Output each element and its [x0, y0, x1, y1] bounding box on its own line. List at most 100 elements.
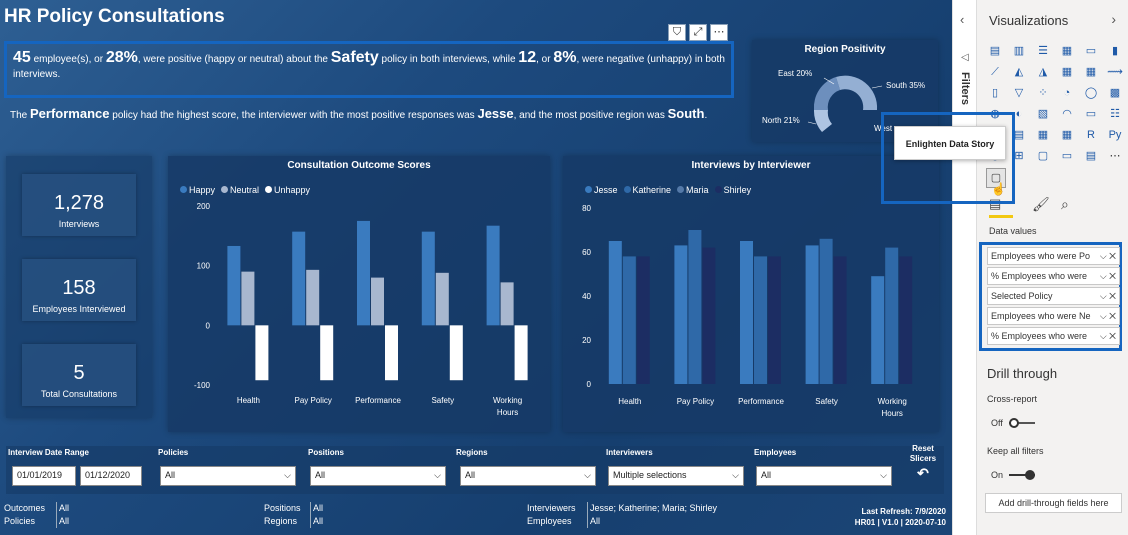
- positions-dropdown[interactable]: All ⌵: [310, 466, 446, 486]
- stacked-area-icon[interactable]: ◮: [1038, 66, 1048, 78]
- bar-neutral[interactable]: [371, 277, 384, 326]
- decomposition-icon[interactable]: ⊞: [1014, 150, 1024, 162]
- bar-unhappy[interactable]: [514, 325, 528, 381]
- date-from-input[interactable]: 01/01/2019: [12, 466, 76, 486]
- bar-katherine[interactable]: [754, 256, 767, 384]
- waterfall-icon[interactable]: ▯: [991, 87, 999, 99]
- multirow-card-icon[interactable]: ☷: [1110, 108, 1120, 120]
- employees-dropdown[interactable]: All ⌵: [756, 466, 892, 486]
- data-story-text[interactable]: 45 employee(s), or 28%, were positive (h…: [4, 41, 734, 98]
- donut-icon[interactable]: ◯: [1084, 87, 1098, 99]
- bar-neutral[interactable]: [435, 272, 449, 326]
- clustered-bar-icon[interactable]: ☰: [1038, 45, 1048, 57]
- region-positivity-chart[interactable]: Region Positivity East 20% South 35% Nor…: [752, 40, 938, 142]
- bar-happy[interactable]: [486, 225, 500, 326]
- line-icon[interactable]: ⟋: [991, 66, 999, 78]
- python-visual-icon[interactable]: Py: [1108, 129, 1122, 141]
- table-icon[interactable]: ▦: [1037, 129, 1049, 141]
- bar-happy[interactable]: [357, 220, 370, 326]
- legend-item-katherine[interactable]: Katherine: [623, 185, 671, 195]
- legend-item-neutral[interactable]: Neutral: [221, 185, 259, 195]
- scatter-icon[interactable]: ⁘: [1038, 87, 1048, 99]
- area-icon[interactable]: ◭: [1014, 66, 1024, 78]
- remove-field-icon[interactable]: ⌵ ✕: [1097, 311, 1116, 322]
- line-column-icon[interactable]: ▦: [1061, 66, 1073, 78]
- treemap-icon[interactable]: ▩: [1109, 87, 1121, 99]
- field-employees-positive[interactable]: Employees who were Po ⌵ ✕: [987, 247, 1120, 265]
- bar-jesse[interactable]: [608, 241, 622, 384]
- bar-katherine[interactable]: [819, 238, 833, 384]
- regions-dropdown[interactable]: All ⌵: [460, 466, 596, 486]
- bar-katherine[interactable]: [885, 247, 899, 384]
- bar-shirley[interactable]: [636, 256, 650, 384]
- legend-item-unhappy[interactable]: Unhappy: [265, 185, 310, 195]
- bar-jesse[interactable]: [674, 245, 688, 384]
- field-selected-policy[interactable]: Selected Policy ⌵ ✕: [987, 287, 1120, 305]
- more-options-icon[interactable]: ⋯: [710, 24, 728, 41]
- filled-map-icon[interactable]: ◐: [1015, 108, 1023, 120]
- clustered-column-icon[interactable]: ▦: [1061, 45, 1073, 57]
- custom-visual-icon[interactable]: ▢: [986, 168, 1006, 188]
- bar-unhappy[interactable]: [449, 325, 463, 381]
- card-icon[interactable]: ▭: [1085, 108, 1097, 120]
- ribbon-icon[interactable]: ⟿: [1107, 66, 1123, 78]
- bar-happy[interactable]: [292, 231, 306, 326]
- date-to-input[interactable]: 01/12/2020: [80, 466, 142, 486]
- bar-jesse[interactable]: [871, 276, 885, 384]
- add-drill-through-well[interactable]: Add drill-through fields here: [985, 493, 1122, 513]
- remove-field-icon[interactable]: ⌵ ✕: [1097, 271, 1116, 282]
- bar-unhappy[interactable]: [385, 325, 398, 381]
- donut-slice-south[interactable]: [836, 75, 878, 110]
- more-icon[interactable]: ⋯: [1109, 150, 1121, 162]
- stacked-bar-icon[interactable]: ▤: [989, 45, 1001, 57]
- bar-katherine[interactable]: [622, 256, 636, 384]
- cross-report-toggle[interactable]: [1009, 418, 1035, 428]
- legend-item-maria[interactable]: Maria: [677, 185, 709, 195]
- bar-shirley[interactable]: [768, 256, 781, 384]
- pie-icon[interactable]: ◔: [1063, 87, 1071, 99]
- legend-item-happy[interactable]: Happy: [180, 185, 215, 195]
- legend-item-jesse[interactable]: Jesse: [585, 185, 618, 195]
- filters-pane-collapsed[interactable]: ‹ ◁: [952, 0, 976, 535]
- paginated-icon[interactable]: ▤: [1085, 150, 1097, 162]
- bar-neutral[interactable]: [306, 269, 320, 326]
- bar-shirley[interactable]: [833, 256, 847, 384]
- qna-icon[interactable]: ▢: [1037, 150, 1049, 162]
- kpi-interviews[interactable]: 1,278 Interviews: [22, 174, 136, 236]
- kpi-consultations[interactable]: 5 Total Consultations: [22, 344, 136, 406]
- bar-shirley[interactable]: [899, 256, 913, 384]
- chevron-left-icon[interactable]: ‹: [960, 12, 965, 27]
- interviews-by-interviewer-chart[interactable]: Interviews by Interviewer Jesse Katherin…: [563, 156, 939, 432]
- funnel-icon[interactable]: ▽: [1014, 87, 1024, 99]
- filters-label[interactable]: Filters: [959, 72, 971, 106]
- keep-filters-toggle[interactable]: [1009, 470, 1035, 480]
- bar-neutral[interactable]: [500, 282, 514, 326]
- remove-field-icon[interactable]: ⌵ ✕: [1097, 331, 1116, 342]
- kpi-employees[interactable]: 158 Employees Interviewed: [22, 259, 136, 321]
- bar-katherine[interactable]: [688, 230, 702, 384]
- interviewers-dropdown[interactable]: Multiple selections ⌵: [608, 466, 744, 486]
- analytics-icon[interactable]: ⌕: [1061, 196, 1069, 212]
- field-pct-employees-1[interactable]: % Employees who were ⌵ ✕: [987, 267, 1120, 285]
- field-employees-negative[interactable]: Employees who were Ne ⌵ ✕: [987, 307, 1120, 325]
- chevron-right-icon[interactable]: ›: [1111, 11, 1116, 27]
- legend-item-shirley[interactable]: Shirley: [714, 185, 751, 195]
- bar-unhappy[interactable]: [320, 325, 334, 381]
- bar-happy[interactable]: [227, 245, 241, 326]
- donut-slice-east[interactable]: [813, 77, 840, 110]
- gauge-icon[interactable]: ◠: [1062, 108, 1072, 120]
- filter-icon[interactable]: ⛉: [668, 24, 686, 41]
- donut-slice-north[interactable]: [813, 110, 832, 132]
- matrix-icon[interactable]: ▦: [1061, 129, 1073, 141]
- bar-shirley[interactable]: [702, 247, 716, 384]
- consultation-outcome-chart[interactable]: Consultation Outcome Scores Happy Neutra…: [168, 156, 550, 432]
- slicer-icon[interactable]: ▤: [1013, 129, 1025, 141]
- narrative-icon[interactable]: ▭: [1061, 150, 1073, 162]
- stacked-column-icon[interactable]: ▥: [1013, 45, 1025, 57]
- field-pct-employees-2[interactable]: % Employees who were ⌵ ✕: [987, 327, 1120, 345]
- focus-mode-icon[interactable]: ⤢: [689, 24, 707, 41]
- bar-neutral[interactable]: [241, 271, 255, 326]
- line-column2-icon[interactable]: ▦: [1085, 66, 1097, 78]
- 100-bar-icon[interactable]: ▭: [1085, 45, 1097, 57]
- r-visual-icon[interactable]: R: [1087, 129, 1095, 141]
